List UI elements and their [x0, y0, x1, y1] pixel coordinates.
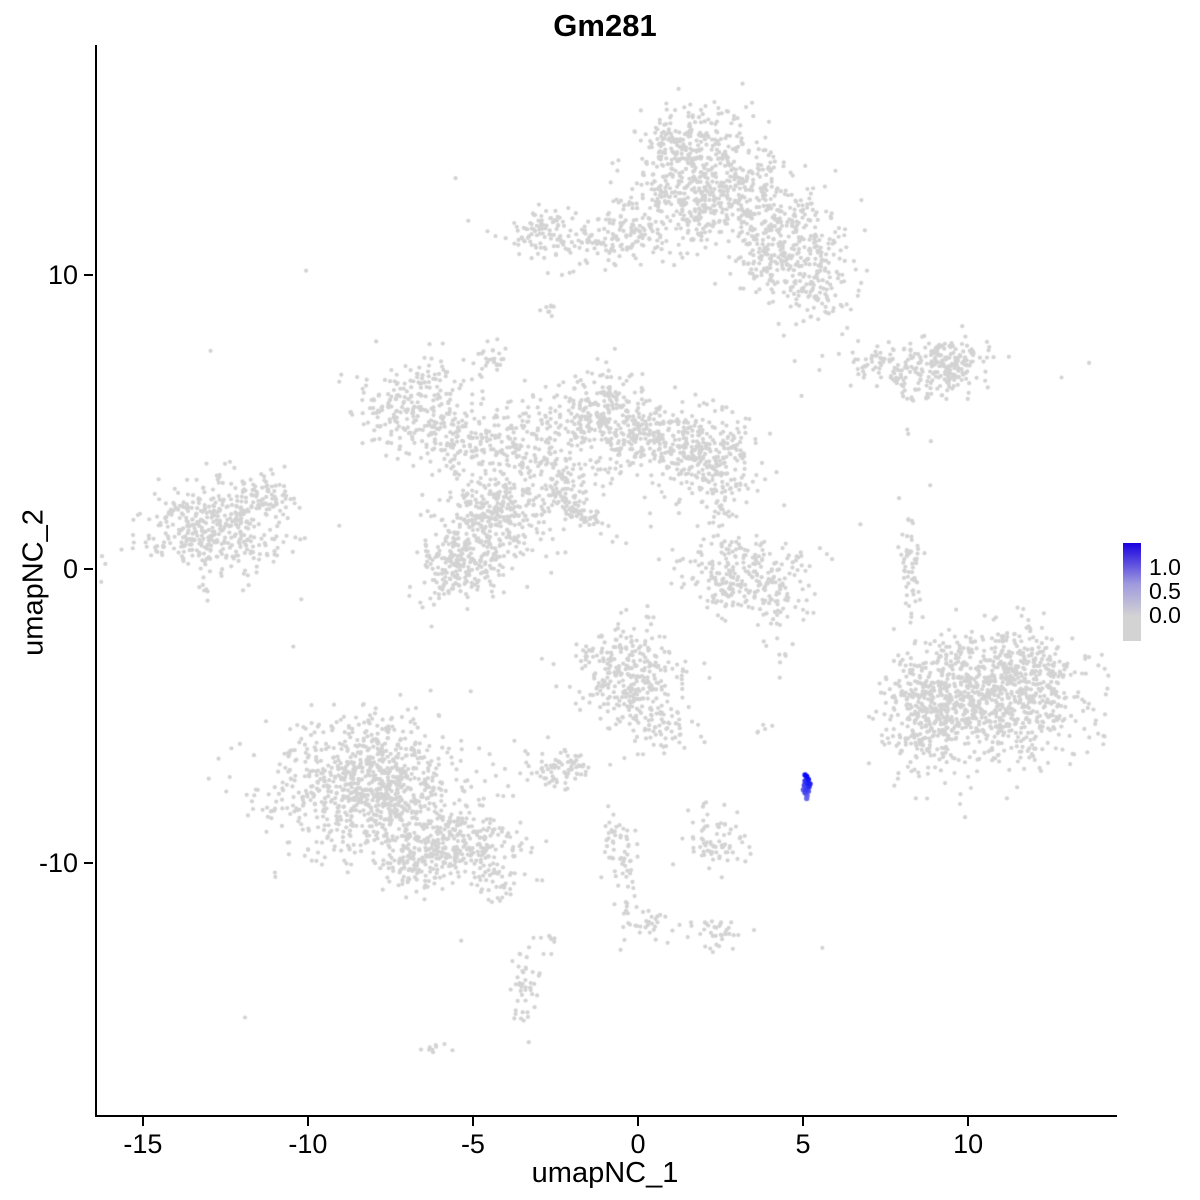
- x-tick-label: 10: [953, 1129, 984, 1159]
- legend-tick-label: 0.0: [1149, 601, 1181, 628]
- legend-tick-label: 1.0: [1149, 553, 1181, 580]
- x-tick-mark: [802, 1117, 805, 1126]
- x-tick-mark: [141, 1117, 144, 1126]
- legend-gradient-bar: [1123, 543, 1141, 641]
- y-tick-mark: [84, 567, 93, 570]
- x-tick-mark: [306, 1117, 309, 1126]
- legend-tick-label: 0.5: [1149, 578, 1181, 605]
- plot-area: [95, 45, 1117, 1117]
- x-tick-label: -10: [288, 1129, 328, 1159]
- x-tick-mark: [637, 1117, 639, 1126]
- y-tick-label: -10: [38, 848, 78, 879]
- y-tick-label: 10: [47, 259, 78, 290]
- y-tick-mark: [84, 273, 93, 276]
- x-tick-label: -5: [460, 1129, 485, 1159]
- x-axis-label: umapNC_1: [531, 1157, 679, 1189]
- y-tick-mark: [84, 862, 93, 865]
- x-tick-mark: [967, 1117, 970, 1126]
- x-tick-label: 0: [630, 1129, 646, 1159]
- legend: 1.0 0.5 0.0: [1123, 543, 1200, 643]
- x-tick-mark: [471, 1117, 474, 1126]
- x-tick-label: 5: [795, 1129, 811, 1159]
- x-tick-label: -15: [123, 1129, 163, 1159]
- chart-title: Gm281: [553, 8, 657, 43]
- y-tick-label: 0: [62, 553, 78, 584]
- scatter-canvas: [97, 45, 1117, 1115]
